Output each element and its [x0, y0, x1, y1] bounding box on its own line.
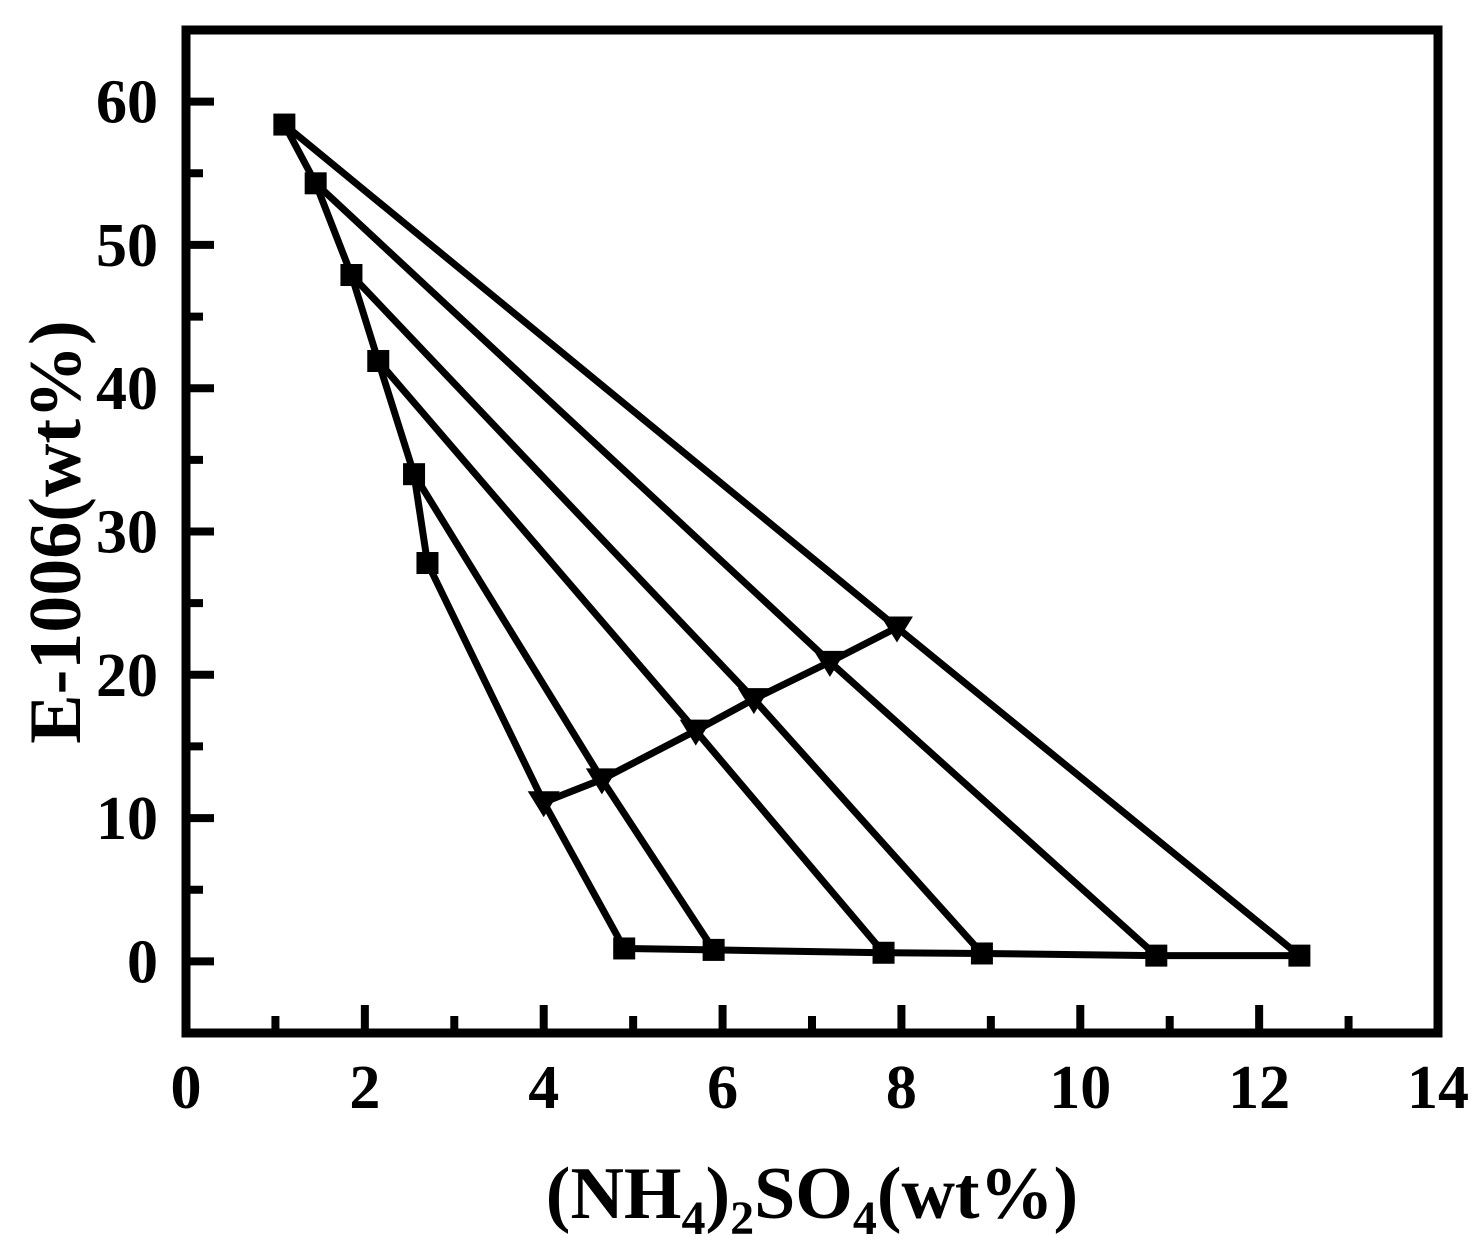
x-axis-tick-label: 2: [349, 1054, 380, 1122]
triangle-down-marker: [880, 616, 913, 643]
triangle-down-marker: [679, 719, 712, 746]
x-axis-tick-label: 8: [886, 1054, 917, 1122]
x-axis-title: (NH4)2SO4(wt%): [546, 1153, 1078, 1245]
square-marker: [1145, 944, 1168, 967]
y-axis-tick-label: 50: [96, 212, 158, 280]
series-line-tie-line-4: [375, 358, 887, 956]
x-axis-tick-label: 14: [1407, 1054, 1469, 1122]
y-axis-tick-label: 40: [96, 355, 158, 423]
y-axis-tick-label: 20: [96, 642, 158, 710]
series-markers: [273, 113, 1311, 967]
series-line-binodal-bottom-branch: [624, 944, 1300, 960]
series-line-tie-line-6: [424, 561, 628, 951]
series-line-tie-line-5: [411, 472, 717, 952]
x-axis-tick-label: 12: [1228, 1054, 1290, 1122]
square-marker: [367, 349, 390, 372]
square-marker: [1288, 944, 1311, 967]
square-marker: [403, 463, 426, 486]
square-marker: [416, 552, 439, 575]
square-marker: [613, 937, 636, 960]
square-marker: [273, 113, 296, 136]
axis-ticks: [182, 97, 1442, 1033]
square-marker: [970, 942, 993, 965]
series-lines: [281, 121, 1302, 960]
y-axis-tick-label: 60: [96, 69, 158, 137]
triangle-down-marker: [813, 650, 846, 677]
plot-frame: [181, 25, 1443, 1038]
square-marker: [340, 264, 363, 287]
triangle-down-marker: [585, 768, 618, 795]
series-line-tie-line-1: [282, 121, 1302, 959]
square-marker: [304, 172, 327, 195]
square-marker: [702, 938, 725, 961]
triangle-down-marker: [527, 791, 560, 818]
square-marker: [872, 941, 895, 964]
series-line-tie-line-2: [313, 180, 1159, 959]
y-axis-tick-label: 0: [127, 928, 158, 996]
y-axis-tick-label: 30: [96, 499, 158, 567]
x-axis-tick-label: 4: [528, 1054, 559, 1122]
y-axis-tick-label: 10: [96, 785, 158, 853]
x-axis-tick-label: 10: [1049, 1054, 1111, 1122]
triangle-down-marker: [737, 688, 770, 715]
y-axis-title: E-1006(wt%): [15, 320, 97, 743]
series-line-tie-line-3: [348, 272, 985, 956]
x-axis-tick-label: 6: [707, 1054, 738, 1122]
x-axis-tick-label: 0: [171, 1054, 202, 1122]
